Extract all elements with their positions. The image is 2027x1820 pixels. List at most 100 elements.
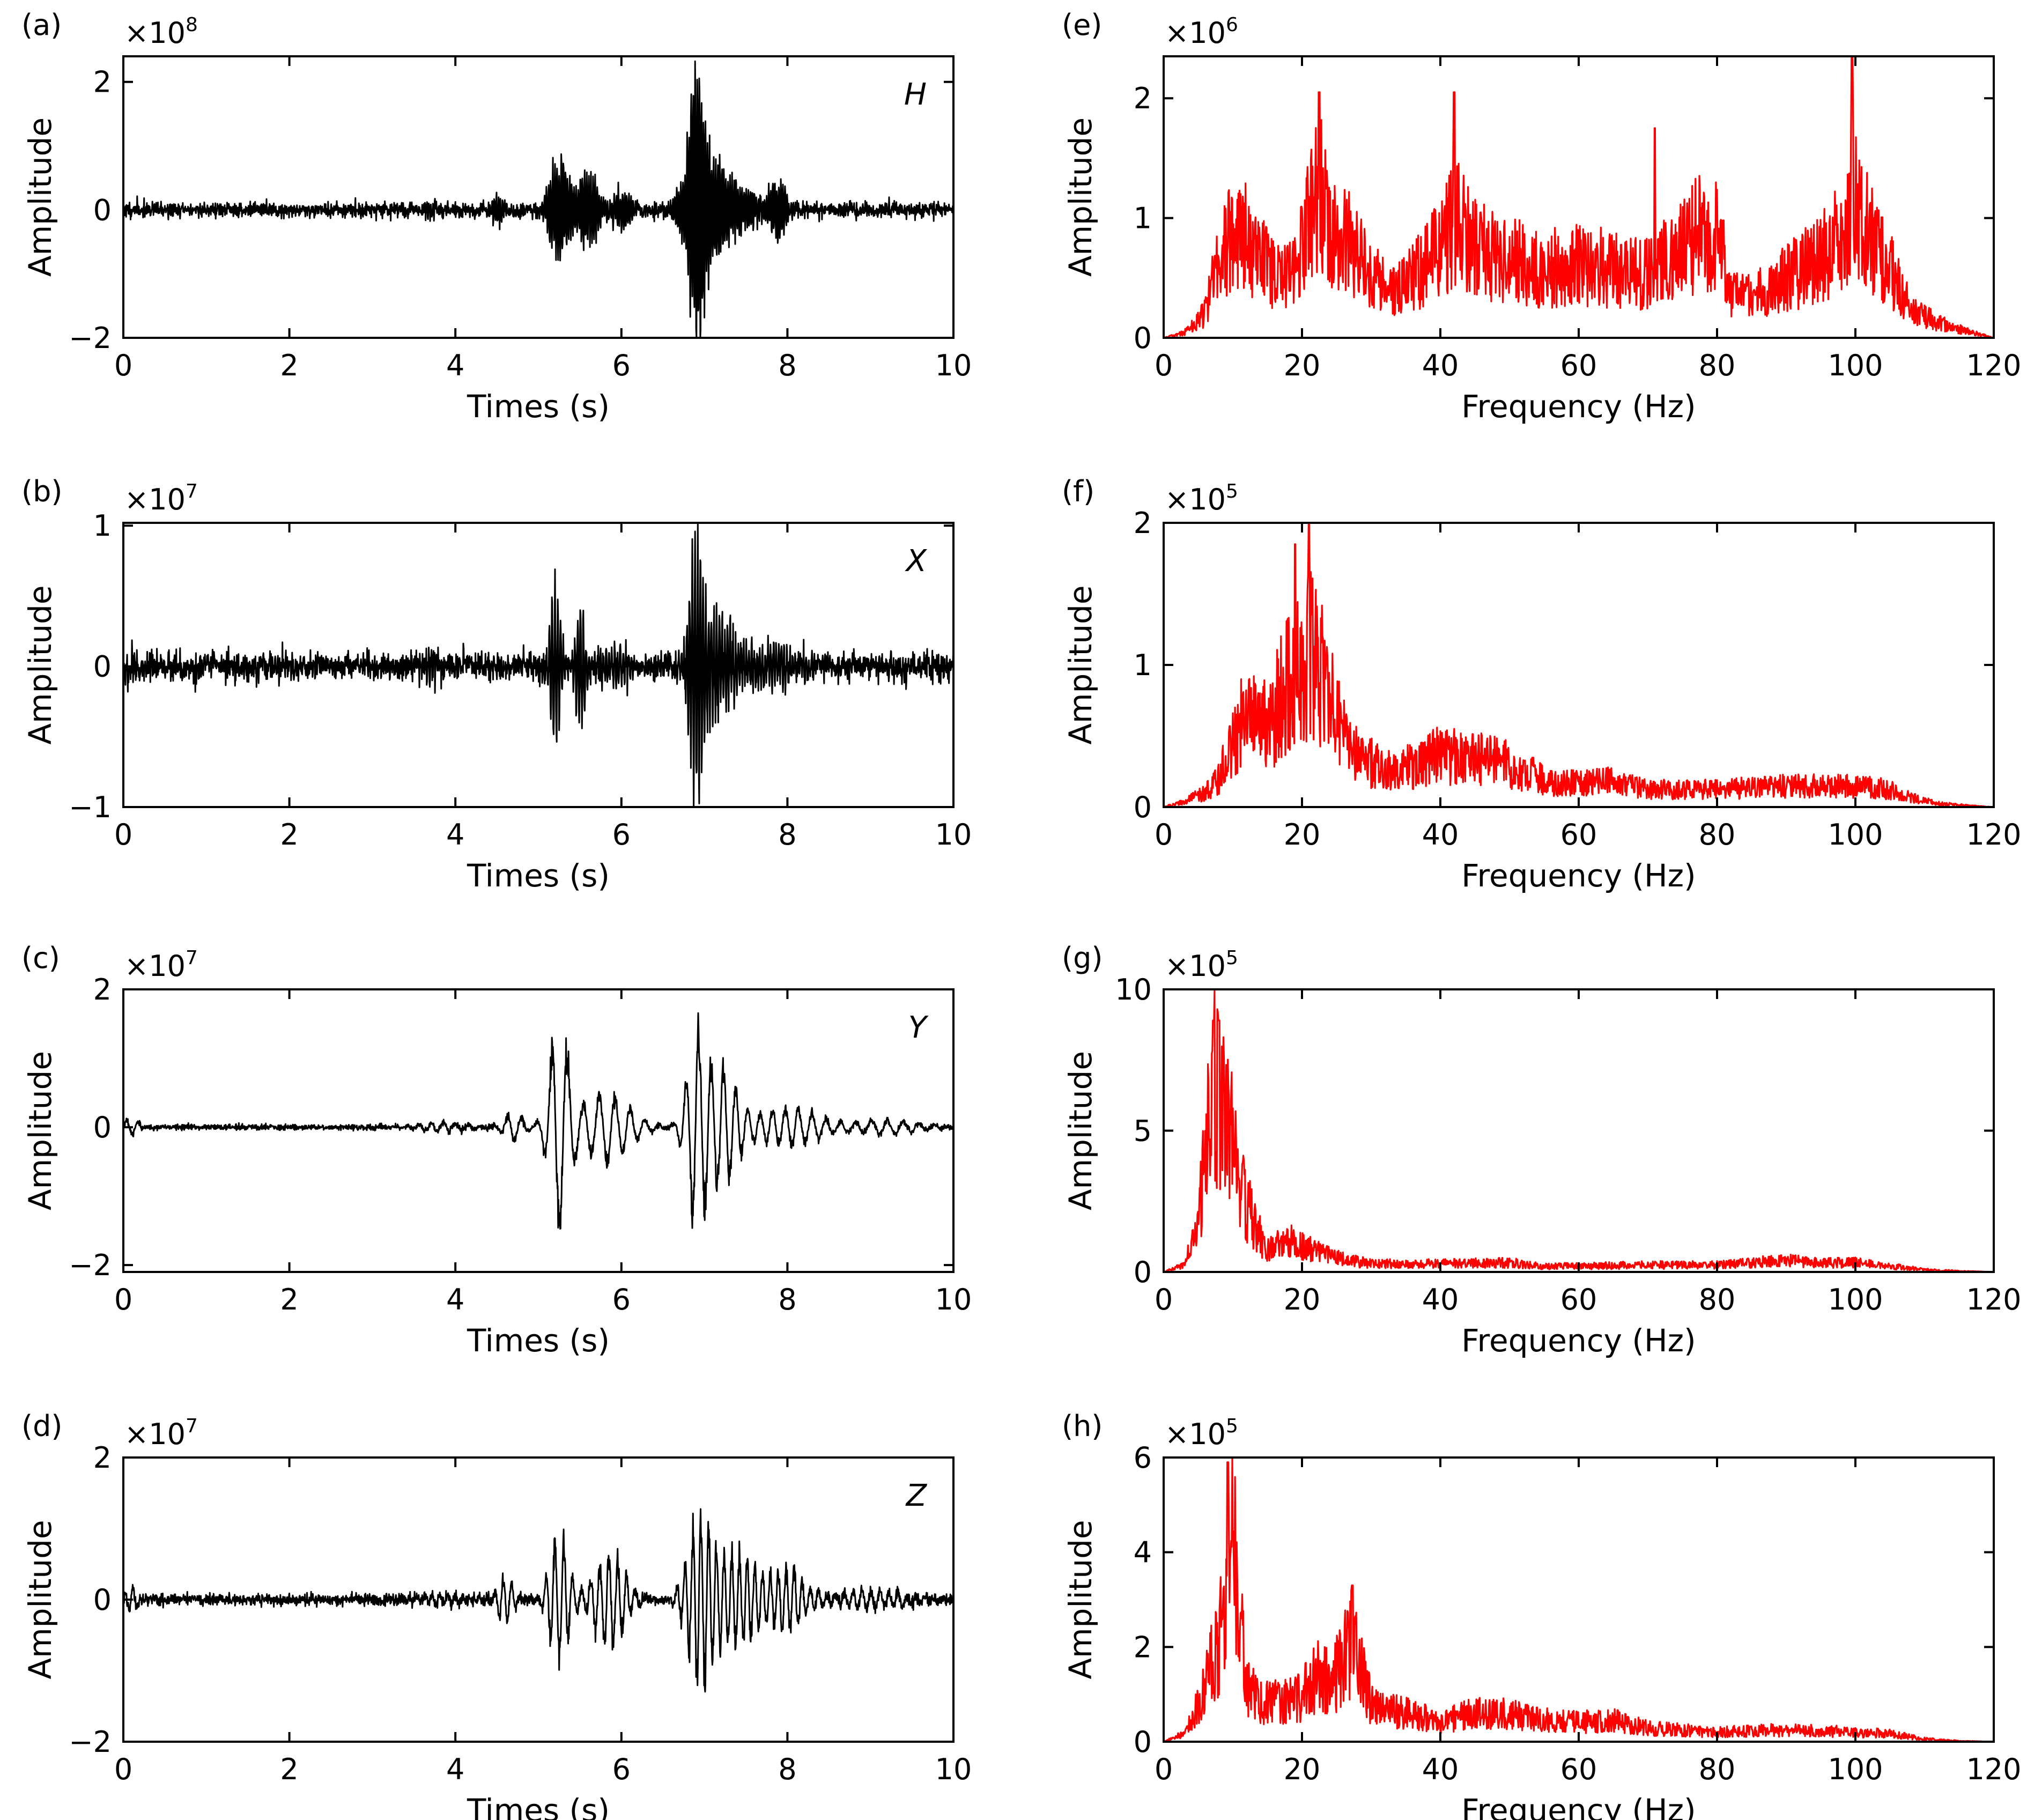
x-tick-label: 0	[114, 818, 132, 852]
y-tick-label: 1	[1134, 648, 1152, 682]
y-axis-label: Amplitude	[1062, 1051, 1099, 1210]
x-tick-label: 20	[1284, 818, 1321, 852]
x-tick-label: 2	[280, 1283, 298, 1316]
x-tick-label: 10	[935, 1752, 972, 1786]
multiplier-exponent: 7	[186, 947, 198, 969]
axis-multiplier: ×107	[124, 480, 198, 516]
series-line	[122, 522, 955, 808]
x-tick-label: 0	[114, 1752, 132, 1786]
panel-e: (e) ×106 Frequency (Hz) Amplitude 0 20 40 6…	[1062, 8, 2022, 425]
panel-label: (f)	[1062, 475, 1094, 508]
multiplier-base: ×10	[124, 16, 186, 50]
x-axis-label: Frequency (Hz)	[1461, 1792, 1696, 1820]
panel-label: (c)	[21, 941, 60, 975]
x-tick-label: 8	[778, 1283, 796, 1316]
plot-frame	[122, 522, 955, 808]
x-tick-label: 0	[1155, 349, 1173, 382]
y-tick-label: 0	[93, 1583, 112, 1617]
x-tick-label: 4	[446, 349, 464, 382]
x-tick-label: 120	[1966, 818, 2021, 852]
x-tick-label: 100	[1828, 1283, 1883, 1316]
axis-multiplier: ×108	[124, 14, 198, 50]
axis-multiplier: ×107	[124, 1415, 198, 1451]
x-tick-label: 60	[1560, 1752, 1597, 1786]
x-tick-label: 10	[935, 349, 972, 382]
panel-label: (h)	[1062, 1409, 1103, 1443]
x-tick-label: 120	[1966, 1752, 2021, 1786]
series-label: Z	[905, 1478, 928, 1513]
multiplier-base: ×10	[124, 483, 186, 516]
axis-multiplier: ×105	[1165, 1415, 1238, 1451]
panel-label: (e)	[1062, 8, 1102, 42]
series-line	[1163, 989, 1994, 1273]
multiplier-exponent: 8	[186, 14, 198, 36]
y-axis-label: Amplitude	[1062, 1520, 1099, 1679]
y-tick-label: 0	[1134, 1725, 1152, 1759]
x-tick-label: 2	[280, 349, 298, 382]
axis-multiplier: ×105	[1165, 480, 1238, 516]
series-line	[122, 1508, 955, 1693]
y-tick-label: 10	[1115, 973, 1152, 1007]
y-tick-label: 5	[1134, 1114, 1152, 1148]
x-tick-label: 100	[1828, 349, 1883, 382]
multiplier-base: ×10	[1165, 16, 1226, 50]
x-axis-label: Frequency (Hz)	[1461, 857, 1696, 894]
axis-multiplier: ×106	[1165, 14, 1238, 50]
panel-d: (d) ×107 Z Times (s) Amplitude 0 2 4 6 8 10 −2…	[21, 1409, 972, 1820]
multiplier-exponent: 5	[1226, 947, 1238, 969]
x-tick-label: 80	[1699, 1752, 1736, 1786]
x-tick-label: 80	[1699, 349, 1736, 382]
series-line	[1163, 1458, 1994, 1743]
y-tick-label: 6	[1134, 1441, 1152, 1475]
x-tick-label: 20	[1284, 1283, 1321, 1316]
x-tick-label: 0	[1155, 818, 1173, 852]
y-tick-label: 0	[1134, 321, 1152, 355]
x-axis-label: Frequency (Hz)	[1461, 388, 1696, 425]
y-tick-label: 2	[93, 973, 112, 1007]
x-tick-label: 40	[1422, 349, 1459, 382]
x-tick-label: 8	[778, 1752, 796, 1786]
x-tick-label: 40	[1422, 1283, 1459, 1316]
multiplier-base: ×10	[1165, 1417, 1226, 1451]
multiplier-exponent: 5	[1226, 480, 1238, 502]
x-tick-label: 80	[1699, 818, 1736, 852]
multiplier-base: ×10	[124, 1417, 186, 1451]
y-tick-label: 2	[93, 1441, 112, 1475]
y-axis-label: Amplitude	[22, 117, 58, 277]
y-tick-label: 2	[1134, 82, 1152, 115]
y-tick-label: 0	[93, 193, 112, 227]
x-tick-label: 120	[1966, 349, 2021, 382]
y-tick-label: 2	[93, 65, 112, 99]
y-tick-label: −2	[69, 321, 112, 355]
x-tick-label: 100	[1828, 1752, 1883, 1786]
multiplier-exponent: 6	[1226, 14, 1238, 36]
panel-a: (a) ×108 H Times (s) Amplitude 0 2 4 6 8 10−2…	[21, 8, 972, 425]
x-tick-label: 4	[446, 818, 464, 852]
x-tick-label: 120	[1966, 1283, 2021, 1316]
x-axis-label: Frequency (Hz)	[1461, 1322, 1696, 1359]
series-label: X	[905, 544, 928, 579]
y-tick-label: −2	[69, 1248, 112, 1282]
x-tick-label: 0	[114, 1283, 132, 1316]
series-line	[122, 1012, 955, 1230]
y-tick-label: 1	[1134, 202, 1152, 235]
multiplier-base: ×10	[1165, 483, 1226, 516]
x-axis-label: Times (s)	[467, 1322, 610, 1359]
panel-label: (a)	[21, 8, 62, 42]
panel-label: (b)	[21, 475, 62, 508]
series-line	[1163, 522, 1994, 808]
panel-c: (c) ×107 Y Times (s) Amplitude 0 2 4 6 8 10 −2…	[21, 941, 972, 1359]
x-tick-label: 100	[1828, 818, 1883, 852]
x-tick-label: 40	[1422, 818, 1459, 852]
x-tick-label: 8	[778, 349, 796, 382]
axis-multiplier: ×107	[124, 947, 198, 983]
plot-frame	[122, 55, 955, 339]
x-tick-label: 6	[612, 818, 631, 852]
x-axis-label: Times (s)	[467, 1792, 610, 1820]
y-tick-label: −1	[69, 790, 112, 824]
y-tick-label: 4	[1134, 1536, 1152, 1570]
y-tick-label: −2	[69, 1725, 112, 1759]
x-tick-label: 6	[612, 1283, 631, 1316]
y-tick-label: 0	[93, 1111, 112, 1144]
